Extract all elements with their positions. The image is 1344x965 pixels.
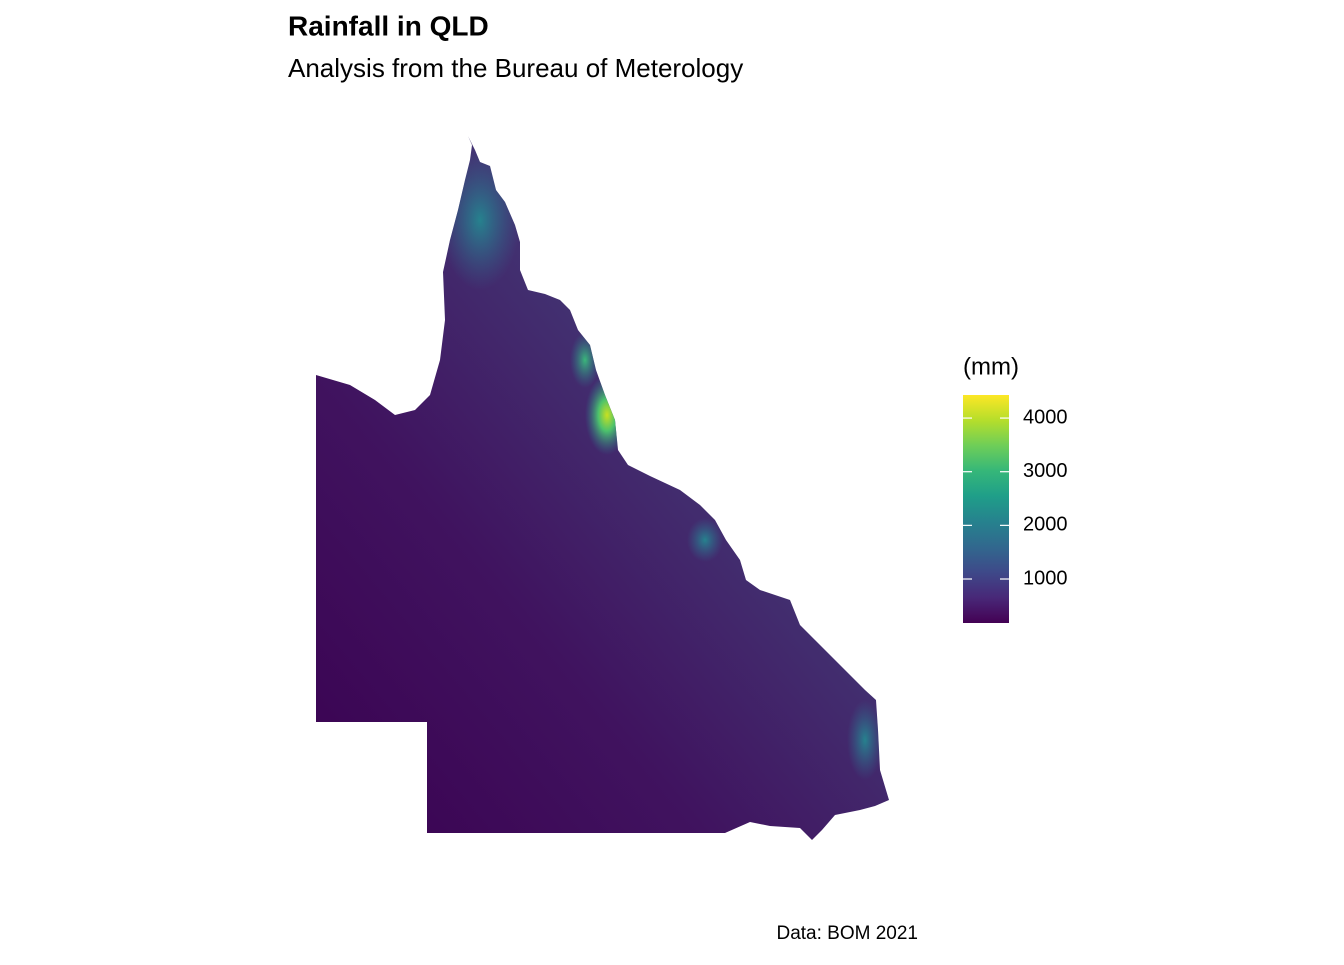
legend-tick-label: 3000 (1023, 460, 1068, 482)
legend-tick-label: 4000 (1023, 406, 1068, 428)
caption: Data: BOM 2021 (776, 923, 918, 944)
legend-tick-label: 1000 (1023, 567, 1068, 589)
subtitle: Analysis from the Bureau of Meterology (288, 53, 743, 83)
rainfall-raster (316, 136, 889, 840)
legend-tick-label: 2000 (1023, 514, 1068, 536)
title: Rainfall in QLD (288, 10, 489, 41)
colorbar (963, 395, 1009, 623)
legend-title: (mm) (963, 353, 1019, 380)
